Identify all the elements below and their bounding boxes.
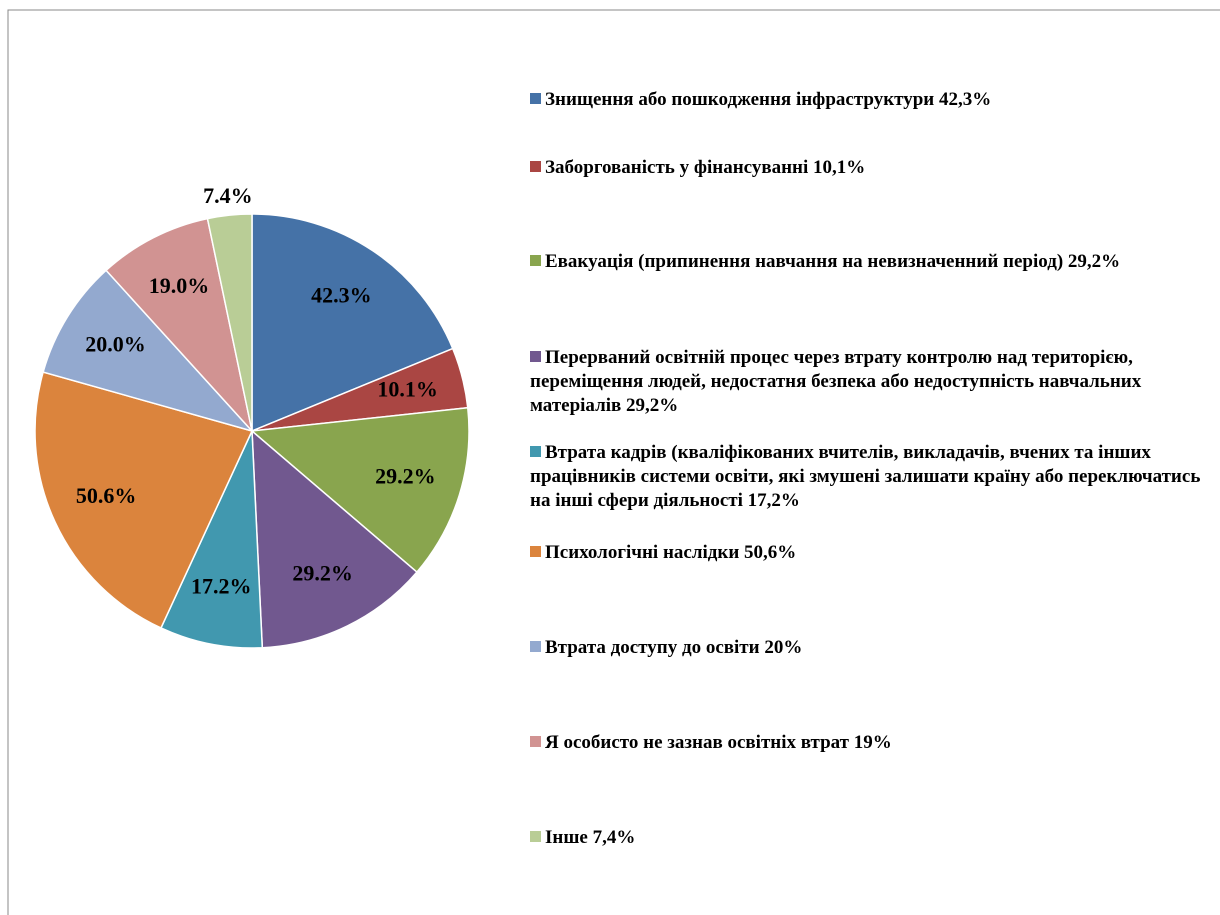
legend-label: Евакуація (припинення навчання на невизн… bbox=[545, 251, 1121, 272]
data-label: 7.4% bbox=[203, 183, 253, 208]
data-label: 19.0% bbox=[149, 273, 210, 298]
legend-item: Психологічні наслідки 50,6% bbox=[530, 541, 1215, 565]
pie-slice bbox=[250, 406, 470, 574]
legend-label: Знищення або пошкодження інфраструктури … bbox=[545, 89, 992, 110]
legend-swatch bbox=[530, 161, 541, 172]
data-label: 29.2% bbox=[292, 560, 353, 585]
data-label: 42.3% bbox=[311, 283, 372, 308]
data-label: 10.1% bbox=[377, 377, 438, 402]
pie-slice bbox=[251, 429, 418, 649]
chart-frame bbox=[7, 9, 1220, 915]
legend-swatch bbox=[530, 351, 541, 362]
pie-slice bbox=[34, 371, 254, 629]
legend-swatch bbox=[530, 446, 541, 457]
legend-swatch bbox=[530, 255, 541, 266]
legend-swatch bbox=[530, 831, 541, 842]
legend-item: Інше 7,4% bbox=[530, 826, 1215, 850]
pie-slice bbox=[42, 269, 255, 433]
legend-label: Я особисто не зазнав освітніх втрат 19% bbox=[545, 732, 892, 753]
legend-item: Перерваний освітній процес через втрату … bbox=[530, 346, 1215, 418]
legend-item: Евакуація (припинення навчання на невизн… bbox=[530, 250, 1215, 274]
legend-label: Втрата доступу до освіти 20% bbox=[545, 637, 803, 658]
legend-item: Заборгованість у фінансуванні 10,1% bbox=[530, 156, 1215, 180]
legend-label: Психологічні наслідки 50,6% bbox=[545, 542, 797, 563]
pie-slice bbox=[159, 430, 264, 649]
data-label: 20.0% bbox=[85, 332, 146, 357]
legend-label: Заборгованість у фінансуванні 10,1% bbox=[545, 157, 866, 178]
legend-item: Втрата кадрів (кваліфікованих вчителів, … bbox=[530, 441, 1215, 513]
pie-slice bbox=[206, 213, 253, 432]
legend-swatch bbox=[530, 546, 541, 557]
legend-item: Втрата доступу до освіти 20% bbox=[530, 636, 1215, 660]
legend-item: Я особисто не зазнав освітніх втрат 19% bbox=[530, 731, 1215, 755]
data-label: 29.2% bbox=[375, 464, 436, 489]
legend-swatch bbox=[530, 93, 541, 104]
legend-label: Інше 7,4% bbox=[545, 827, 636, 848]
data-label: 17.2% bbox=[191, 574, 252, 599]
data-label: 50.6% bbox=[76, 483, 137, 508]
legend-label: Перерваний освітній процес через втрату … bbox=[530, 347, 1142, 416]
legend-item: Знищення або пошкодження інфраструктури … bbox=[530, 88, 1215, 112]
pie-slice bbox=[251, 213, 454, 433]
pie-slice bbox=[105, 217, 254, 434]
legend-swatch bbox=[530, 736, 541, 747]
legend-swatch bbox=[530, 641, 541, 652]
legend-label: Втрата кадрів (кваліфікованих вчителів, … bbox=[530, 442, 1201, 511]
